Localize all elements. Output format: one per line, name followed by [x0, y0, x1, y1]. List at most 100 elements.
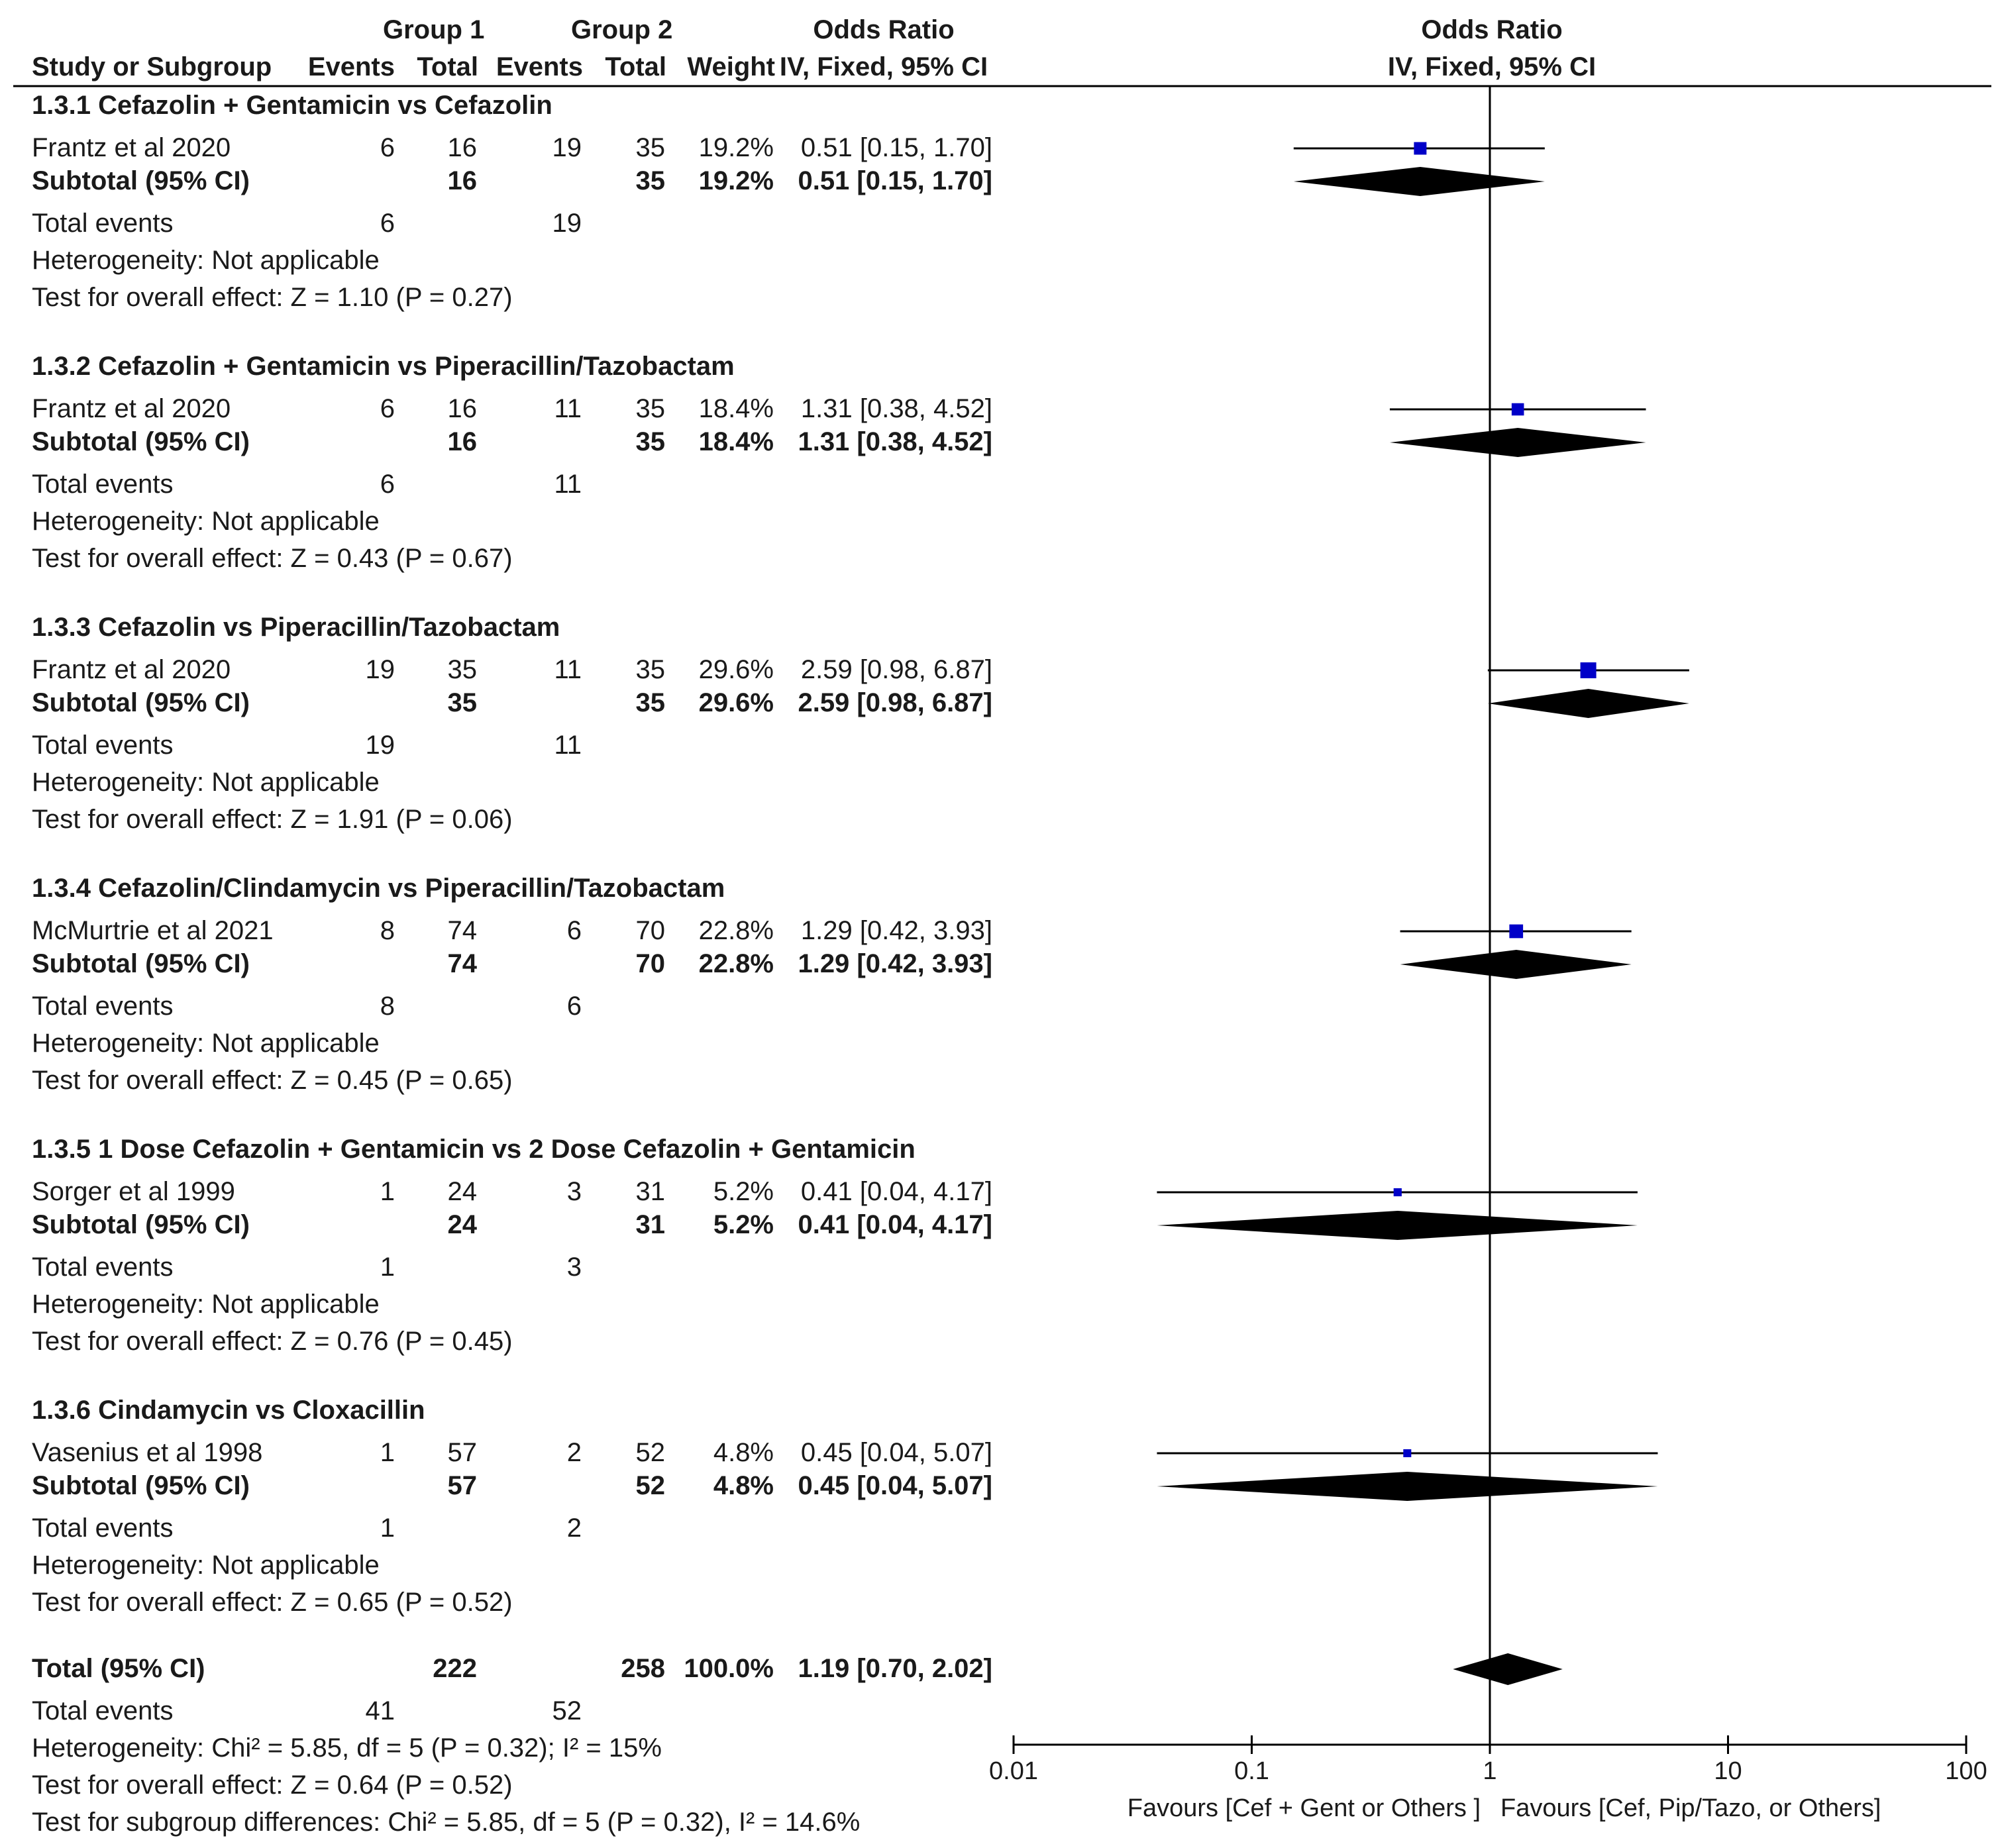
- study-total1: 16: [448, 394, 478, 423]
- subtotal-total2: 35: [636, 688, 666, 717]
- subtotal-weight: 22.8%: [699, 949, 774, 978]
- header-events1: Events: [308, 52, 395, 81]
- header-group2: Group 2: [571, 15, 672, 44]
- total-events1: 6: [380, 209, 395, 238]
- study-total1: 74: [448, 916, 478, 945]
- subtotal-ci: 0.45 [0.04, 5.07]: [798, 1471, 992, 1500]
- study-events1: 1: [380, 1177, 395, 1206]
- subtotal-diamond: [1157, 1472, 1658, 1501]
- subgroup-title: 1.3.5 1 Dose Cefazolin + Gentamicin vs 2…: [32, 1135, 916, 1164]
- favours-left-label: Favours [Cef + Gent or Others ]: [1128, 1794, 1481, 1822]
- subtotal-label: Subtotal (95% CI): [32, 1210, 250, 1239]
- study-ci: 0.51 [0.15, 1.70]: [801, 133, 992, 162]
- subtotal-weight: 18.4%: [699, 427, 774, 456]
- subtotal-label: Subtotal (95% CI): [32, 1471, 250, 1500]
- study-events1: 19: [366, 655, 395, 684]
- study-total2: 70: [636, 916, 666, 945]
- study-weight: 4.8%: [713, 1438, 774, 1467]
- total-overall-effect: Test for overall effect: Z = 0.64 (P = 0…: [32, 1771, 513, 1800]
- total-events2: 11: [554, 731, 582, 760]
- x-tick-label: 100: [1945, 1757, 1987, 1785]
- study-events2: 11: [554, 394, 582, 423]
- study-total1: 35: [448, 655, 478, 684]
- study-ci: 2.59 [0.98, 6.87]: [801, 655, 992, 684]
- x-tick-label: 0.1: [1234, 1757, 1269, 1785]
- study-square: [1580, 662, 1597, 678]
- study-weight: 19.2%: [699, 133, 774, 162]
- total-total2: 258: [621, 1654, 665, 1683]
- study-events1: 8: [380, 916, 395, 945]
- overall-effect-text: Test for overall effect: Z = 1.91 (P = 0…: [32, 805, 513, 834]
- subtotal-label: Subtotal (95% CI): [32, 949, 250, 978]
- study-events1: 6: [380, 133, 395, 162]
- study-events2: 19: [552, 133, 582, 162]
- study-events1: 6: [380, 394, 395, 423]
- total-events1: 19: [366, 731, 395, 760]
- overall-effect-text: Test for overall effect: Z = 1.10 (P = 0…: [32, 283, 513, 312]
- study-total2: 35: [636, 133, 666, 162]
- x-tick-label: 1: [1483, 1757, 1496, 1785]
- subtotal-total2: 52: [636, 1471, 666, 1500]
- study-square: [1509, 924, 1524, 939]
- subtotal-total1: 57: [448, 1471, 478, 1500]
- study-weight: 22.8%: [699, 916, 774, 945]
- study-total2: 31: [636, 1177, 666, 1206]
- total-events-label: Total events: [32, 209, 173, 238]
- grand-events-label: Total events: [32, 1696, 173, 1725]
- study-weight: 18.4%: [699, 394, 774, 423]
- subtotal-diamond: [1157, 1211, 1638, 1240]
- study-name: Vasenius et al 1998: [32, 1438, 262, 1467]
- total-events-label: Total events: [32, 1253, 173, 1282]
- subtotal-ci: 1.29 [0.42, 3.93]: [798, 949, 992, 978]
- overall-effect-text: Test for overall effect: Z = 0.43 (P = 0…: [32, 544, 513, 573]
- subgroup-title: 1.3.2 Cefazolin + Gentamicin vs Piperaci…: [32, 352, 735, 381]
- total-events2: 3: [567, 1253, 582, 1282]
- study-events1: 1: [380, 1438, 395, 1467]
- grand-events2: 52: [552, 1696, 582, 1725]
- header-study: Study or Subgroup: [32, 52, 272, 81]
- header-events2: Events: [496, 52, 583, 81]
- total-heterogeneity: Heterogeneity: Chi² = 5.85, df = 5 (P = …: [32, 1733, 662, 1763]
- subtotal-total1: 35: [448, 688, 478, 717]
- x-tick-label: 0.01: [989, 1757, 1038, 1785]
- subtotal-label: Subtotal (95% CI): [32, 166, 250, 195]
- subtotal-ci: 0.51 [0.15, 1.70]: [798, 166, 992, 195]
- header-total1: Total: [417, 52, 478, 81]
- subtotal-total2: 35: [636, 427, 666, 456]
- overall-effect-text: Test for overall effect: Z = 0.45 (P = 0…: [32, 1066, 513, 1095]
- study-events2: 6: [567, 916, 582, 945]
- total-weight: 100.0%: [684, 1654, 774, 1683]
- subtotal-label: Subtotal (95% CI): [32, 427, 250, 456]
- study-total1: 24: [448, 1177, 478, 1206]
- total-ci: 1.19 [0.70, 2.02]: [798, 1654, 992, 1683]
- subtotal-diamond: [1389, 428, 1646, 457]
- total-events-label: Total events: [32, 992, 173, 1021]
- study-square: [1414, 142, 1427, 155]
- study-square: [1393, 1188, 1402, 1197]
- overall-effect-text: Test for overall effect: Z = 0.65 (P = 0…: [32, 1588, 513, 1617]
- total-events1: 1: [380, 1253, 395, 1282]
- x-tick-label: 10: [1714, 1757, 1742, 1785]
- subtotal-ci: 0.41 [0.04, 4.17]: [798, 1210, 992, 1239]
- subtotal-weight: 19.2%: [699, 166, 774, 195]
- heterogeneity-text: Heterogeneity: Not applicable: [32, 1290, 380, 1319]
- header-odds-ratio-left: Odds Ratio: [813, 15, 954, 44]
- subtotal-total2: 35: [636, 166, 666, 195]
- total-events2: 19: [552, 209, 582, 238]
- study-total2: 35: [636, 655, 666, 684]
- total-events1: 6: [380, 470, 395, 499]
- header-method-right: IV, Fixed, 95% CI: [1388, 52, 1596, 81]
- total-events-label: Total events: [32, 1514, 173, 1543]
- study-name: Sorger et al 1999: [32, 1177, 235, 1206]
- study-total2: 52: [636, 1438, 666, 1467]
- subtotal-weight: 5.2%: [713, 1210, 774, 1239]
- study-name: McMurtrie et al 2021: [32, 916, 274, 945]
- heterogeneity-text: Heterogeneity: Not applicable: [32, 507, 380, 536]
- study-events2: 3: [567, 1177, 582, 1206]
- subtotal-total1: 24: [448, 1210, 478, 1239]
- study-weight: 29.6%: [699, 655, 774, 684]
- subgroup-title: 1.3.1 Cefazolin + Gentamicin vs Cefazoli…: [32, 91, 552, 120]
- total-events-label: Total events: [32, 470, 173, 499]
- subtotal-ci: 2.59 [0.98, 6.87]: [798, 688, 992, 717]
